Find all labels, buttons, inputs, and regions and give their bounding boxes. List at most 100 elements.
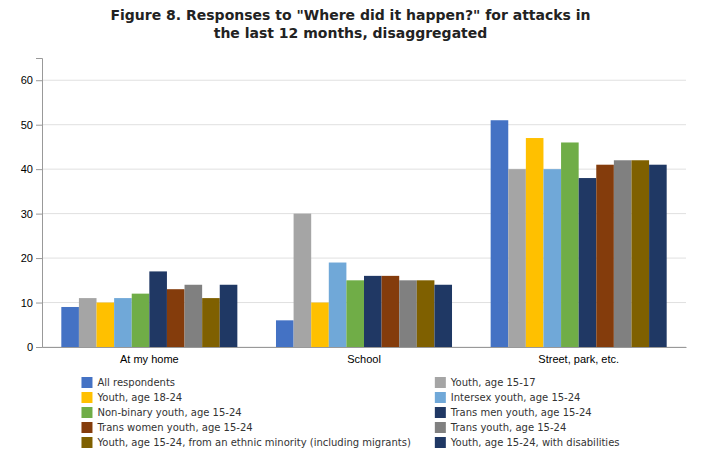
legend-item: Youth, age 15-24, with disabilities: [435, 437, 620, 448]
grid-line: [42, 169, 686, 170]
bar: [579, 178, 597, 347]
bar: [649, 165, 667, 347]
y-tick: 40: [21, 163, 42, 175]
legend-label: Youth, age 18-24: [96, 392, 182, 403]
y-tick: 50: [21, 119, 42, 131]
y-tick-mark: [36, 169, 42, 170]
bar-series: [61, 120, 508, 347]
chart: Figure 8. Responses to "Where did it hap…: [0, 0, 701, 458]
legend-swatch: [81, 407, 92, 418]
legend-item: Intersex youth, age 15-24: [435, 392, 581, 403]
x-tick-label: School: [347, 353, 381, 365]
bar: [329, 263, 347, 347]
y-tick-mark: [36, 125, 42, 126]
bar: [167, 289, 185, 347]
legend-label: Trans women youth, age 15-24: [96, 422, 252, 433]
y-tick: 60: [21, 74, 42, 86]
legend-swatch: [435, 377, 446, 388]
legend-item: All respondents: [81, 377, 175, 388]
bar: [202, 298, 220, 347]
bar: [434, 285, 452, 347]
bars: [61, 120, 666, 347]
plot: 0 10 20 30 40 50 60 At my home School Street, par…: [21, 59, 687, 365]
bar: [220, 285, 238, 347]
legend-label: Trans youth, age 15-24: [450, 422, 566, 433]
bar-series: [149, 178, 596, 347]
y-tick-mark: [36, 258, 42, 259]
bar: [97, 303, 115, 347]
bar: [561, 142, 579, 347]
bar: [294, 214, 312, 347]
legend: All respondents Youth, age 15-17 Youth, ag…: [81, 377, 619, 448]
bar: [543, 169, 561, 347]
legend-label: Intersex youth, age 15-24: [451, 392, 581, 403]
bar: [417, 280, 435, 347]
y-axis: 0 10 20 30 40 50 60: [21, 59, 43, 354]
grid-line: [42, 80, 686, 81]
x-tick: Street, park, etc.: [538, 353, 619, 365]
x-tick: School: [347, 353, 381, 365]
bar: [276, 320, 294, 347]
bar: [508, 169, 526, 347]
legend-swatch: [81, 392, 92, 403]
y-tick-label: 40: [21, 163, 33, 175]
bar: [491, 120, 509, 347]
legend-item: Youth, age 15-17: [435, 377, 536, 388]
y-tick-label: 10: [21, 297, 33, 309]
legend-item: Trans youth, age 15-24: [435, 422, 566, 433]
legend-swatch: [435, 407, 446, 418]
legend-swatch: [435, 422, 446, 433]
y-tick-mark: [36, 347, 42, 348]
bar: [631, 160, 649, 347]
bar: [382, 276, 400, 347]
y-tick-mark: [36, 214, 42, 215]
bar: [346, 280, 364, 347]
legend-label: All respondents: [97, 377, 175, 388]
legend-swatch: [81, 422, 92, 433]
y-tick-mark: [36, 303, 42, 304]
bar-series: [202, 160, 649, 347]
bar: [132, 294, 150, 347]
legend-item: Non-binary youth, age 15-24: [81, 407, 241, 418]
y-tick-label: 50: [21, 119, 33, 131]
bar-series: [114, 169, 561, 347]
x-axis-line: [43, 347, 687, 348]
y-tick: 20: [21, 252, 42, 264]
y-tick-label: 0: [27, 341, 33, 353]
y-tick-mark: [36, 80, 42, 81]
bar: [399, 280, 417, 347]
legend-label: Trans men youth, age 15-24: [450, 407, 592, 418]
bar: [364, 276, 382, 347]
bar: [149, 271, 167, 347]
bar: [61, 307, 79, 347]
x-tick: At my home: [120, 353, 179, 365]
bar-series: [167, 165, 614, 347]
bar: [526, 138, 544, 347]
bar-series: [132, 142, 579, 347]
legend-label: Non-binary youth, age 15-24: [97, 407, 241, 418]
legend-label: Youth, age 15-24, with disabilities: [450, 437, 620, 448]
y-tick: 30: [21, 208, 42, 220]
y-axis-line: [36, 59, 43, 348]
legend-item: Youth, age 18-24: [81, 392, 182, 403]
title: Figure 8. Responses to "Where did it hap…: [110, 7, 590, 41]
bar: [311, 303, 329, 347]
legend-label: Youth, age 15-24, from an ethnic minorit…: [96, 437, 410, 448]
legend-swatch: [435, 437, 446, 448]
legend-swatch: [435, 392, 446, 403]
y-tick: 10: [21, 297, 42, 309]
legend-swatch: [81, 437, 92, 448]
legend-item: Youth, age 15-24, from an ethnic minorit…: [81, 437, 410, 448]
bar: [185, 285, 203, 347]
y-tick-label: 60: [21, 74, 33, 86]
y-tick-label: 20: [21, 252, 33, 264]
y-tick-label: 30: [21, 208, 33, 220]
legend-item: Trans men youth, age 15-24: [435, 407, 592, 418]
x-tick-label: Street, park, etc.: [538, 353, 619, 365]
title-line: the last 12 months, disaggregated: [214, 25, 488, 41]
bar: [79, 298, 97, 347]
legend-swatch: [81, 377, 92, 388]
y-tick: 0: [27, 341, 42, 353]
title-line: Figure 8. Responses to "Where did it hap…: [110, 7, 590, 23]
bar: [614, 160, 632, 347]
